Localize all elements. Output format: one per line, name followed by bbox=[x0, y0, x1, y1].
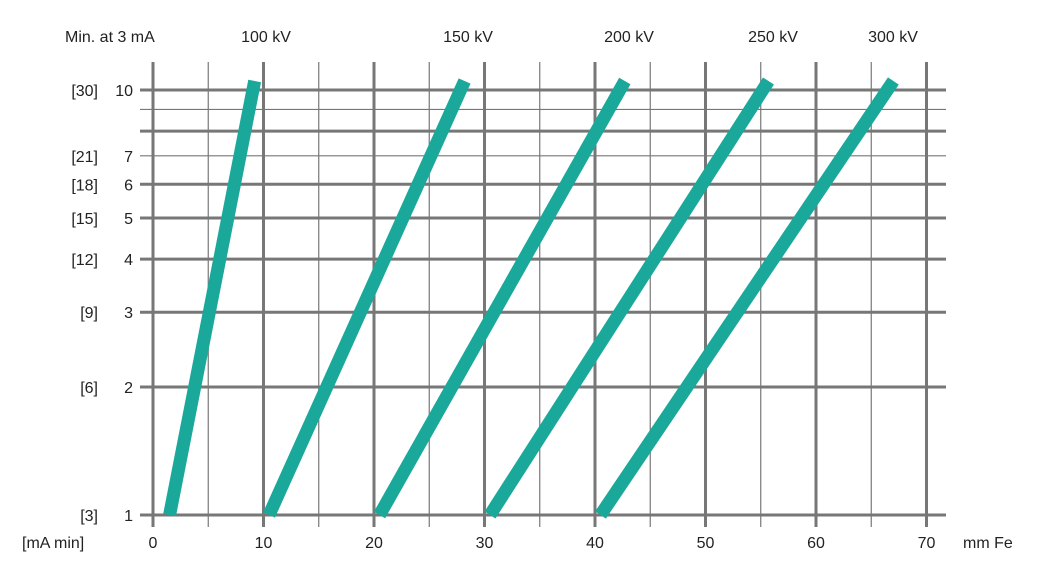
x-tick-label: 40 bbox=[586, 535, 604, 552]
series-line bbox=[263, 78, 471, 518]
series-line bbox=[484, 77, 774, 519]
y-tick-label: 7 bbox=[124, 149, 133, 166]
y-tick-mamin-label: [15] bbox=[71, 211, 98, 228]
y-tick-mamin-label: [21] bbox=[71, 149, 98, 166]
y-tick-label: 1 bbox=[124, 508, 133, 525]
series-line bbox=[373, 77, 631, 519]
y-tick-label: 4 bbox=[124, 252, 133, 269]
x-tick-label: 10 bbox=[255, 535, 273, 552]
y-tick-label: 5 bbox=[124, 211, 133, 228]
y-tick-mamin-label: [9] bbox=[80, 305, 98, 322]
series-label: 300 kV bbox=[868, 29, 918, 46]
series-label: 150 kV bbox=[443, 29, 493, 46]
y-tick-label: 6 bbox=[124, 177, 133, 194]
series-label: 200 kV bbox=[604, 29, 654, 46]
x-tick-label: 60 bbox=[807, 535, 825, 552]
x-tick-label: 50 bbox=[697, 535, 715, 552]
series-label: 100 kV bbox=[241, 29, 291, 46]
y-tick-mamin-label: [18] bbox=[71, 177, 98, 194]
y-axis-title: Min. at 3 mA bbox=[65, 29, 155, 46]
series-line bbox=[163, 79, 262, 517]
axis-labels: 100 kV 150 kV 200 kV 250 kV 300 kV 0 10 20 30 40 5… bbox=[71, 29, 935, 552]
y-tick-mamin-label: [3] bbox=[80, 508, 98, 525]
y-axis-unit-label: [mA min] bbox=[22, 535, 84, 552]
series-label: 250 kV bbox=[748, 29, 798, 46]
y-tick-label: 10 bbox=[115, 83, 133, 100]
x-tick-label: 20 bbox=[365, 535, 383, 552]
grid bbox=[140, 62, 946, 527]
x-tick-label: 70 bbox=[918, 535, 936, 552]
series-lines bbox=[163, 77, 899, 519]
x-tick-label: 30 bbox=[476, 535, 494, 552]
x-tick-label: 0 bbox=[149, 535, 158, 552]
y-tick-mamin-label: [30] bbox=[71, 83, 98, 100]
y-tick-label: 2 bbox=[124, 380, 133, 397]
y-tick-label: 3 bbox=[124, 305, 133, 322]
series-line bbox=[595, 77, 899, 519]
y-tick-mamin-label: [6] bbox=[80, 380, 98, 397]
y-tick-mamin-label: [12] bbox=[71, 252, 98, 269]
x-axis-unit-label: mm Fe bbox=[963, 535, 1013, 552]
